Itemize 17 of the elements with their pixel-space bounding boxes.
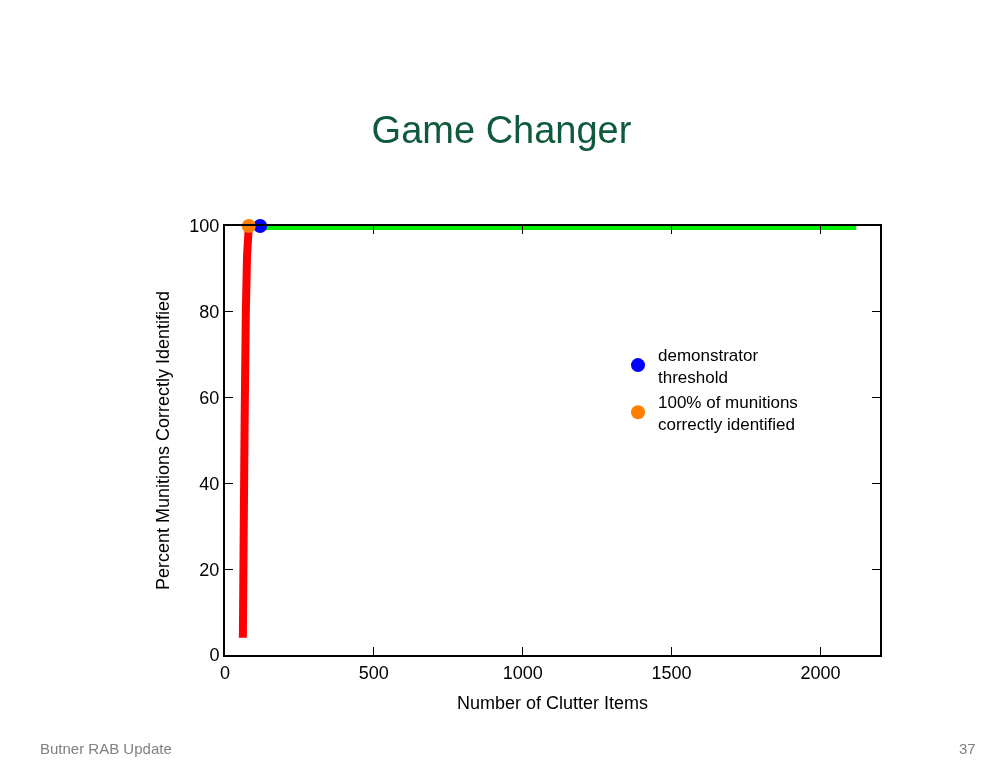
y-tick-label: 100 (189, 216, 220, 237)
y-tick-label: 40 (199, 473, 220, 494)
x-tick-label: 1500 (651, 662, 692, 683)
legend-label: demonstrator threshold (658, 345, 759, 387)
y-tick-label: 0 (209, 645, 220, 666)
chart-title: Game Changer (371, 108, 632, 151)
text: Butner RAB Update (40, 740, 172, 757)
y-tick-label: 60 (199, 387, 220, 408)
x-axis-title: Number of Clutter Items (456, 693, 649, 714)
x-tick-label: 500 (358, 662, 389, 683)
y-tick-label: 80 (199, 302, 220, 323)
y-tick-label: 20 (199, 559, 220, 580)
text: 37 (959, 740, 976, 757)
legend-label: 100% of munitions correctly identified (658, 392, 798, 434)
x-tick-label: 1000 (502, 662, 543, 683)
y-axis-title: Percent Munitions Correctly Identified (153, 290, 174, 591)
x-tick-label: 2000 (800, 662, 841, 683)
